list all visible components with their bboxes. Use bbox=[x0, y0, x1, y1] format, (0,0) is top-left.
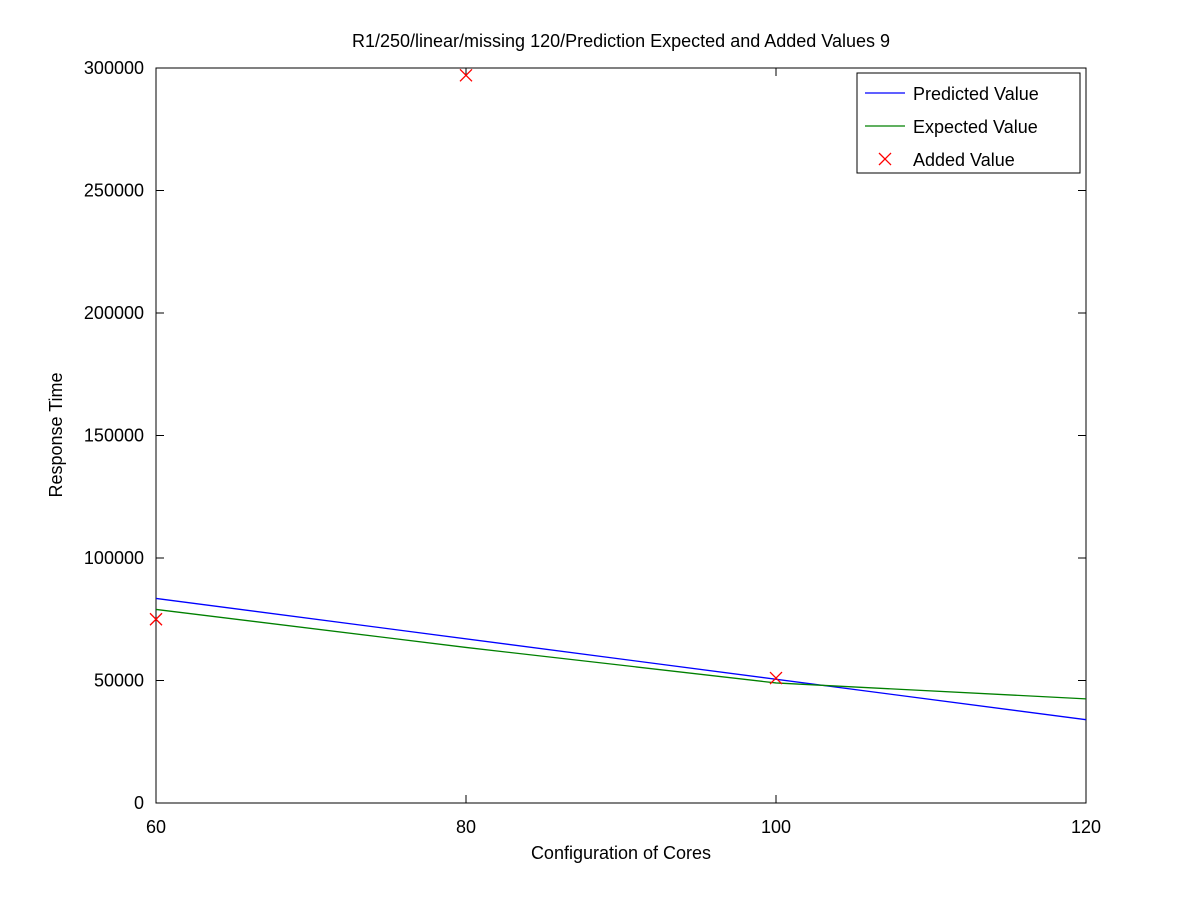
legend-label-predicted-value: Predicted Value bbox=[913, 84, 1039, 104]
legend-label-expected-value: Expected Value bbox=[913, 117, 1038, 137]
marker-stroke bbox=[878, 152, 892, 166]
y-tick-label: 100000 bbox=[84, 548, 144, 568]
x-tick-label: 80 bbox=[456, 817, 476, 837]
plot-area: 60 80 100 120 0 50000 100000 150000 200000 250000… bbox=[84, 58, 1101, 837]
y-tick-label: 50000 bbox=[94, 671, 144, 691]
legend: Predicted Value Expected Value Added Value bbox=[856, 72, 1081, 174]
marker-stroke bbox=[769, 671, 783, 685]
marker-stroke bbox=[459, 68, 473, 82]
x-tick-label: 120 bbox=[1071, 817, 1101, 837]
axis-ticks: 60 80 100 120 0 50000 100000 150000 200000 250000… bbox=[84, 58, 1101, 837]
y-tick-label: 0 bbox=[134, 793, 144, 813]
x-tick-label: 60 bbox=[146, 817, 166, 837]
marker-stroke bbox=[149, 612, 163, 626]
axes-frame bbox=[155, 67, 1087, 804]
x-tick-label: 100 bbox=[761, 817, 791, 837]
legend-label-added-value: Added Value bbox=[913, 150, 1015, 170]
legend-swatch-added-value bbox=[878, 152, 892, 166]
y-tick-label: 300000 bbox=[84, 58, 144, 78]
series-layer bbox=[149, 68, 1087, 721]
y-axis-label: Response Time bbox=[46, 372, 66, 497]
y-tick-label: 250000 bbox=[84, 181, 144, 201]
legend-box bbox=[856, 72, 1081, 174]
expected-value-line bbox=[155, 608, 1087, 700]
added-value-marker bbox=[459, 68, 473, 82]
chart-title: R1/250/linear/missing 120/Prediction Exp… bbox=[352, 31, 890, 51]
y-tick-label: 150000 bbox=[84, 426, 144, 446]
added-value-marker bbox=[149, 612, 163, 626]
predicted-value-line bbox=[155, 597, 1087, 721]
y-tick-label: 200000 bbox=[84, 303, 144, 323]
x-axis-label: Configuration of Cores bbox=[531, 843, 711, 863]
added-value-marker bbox=[769, 671, 783, 685]
